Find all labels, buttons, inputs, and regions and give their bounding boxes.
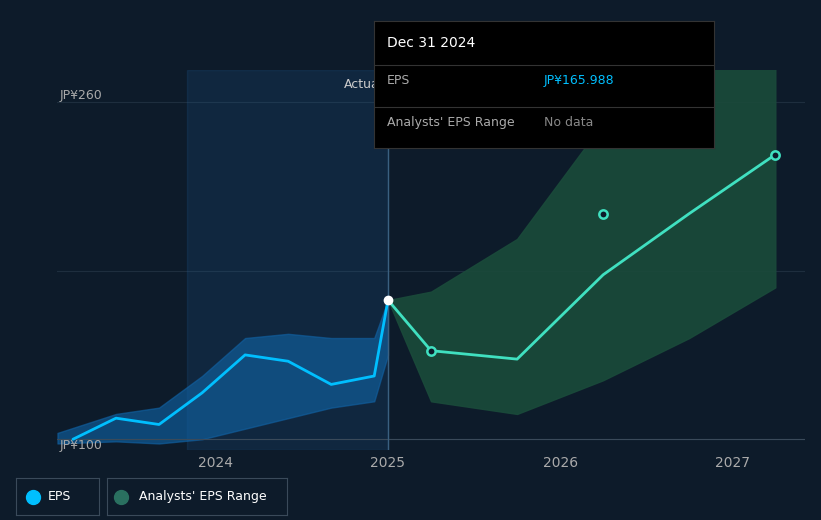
Text: Analysts' EPS Range: Analysts' EPS Range — [388, 116, 515, 129]
Text: EPS: EPS — [388, 74, 410, 87]
Text: JP¥165.988: JP¥165.988 — [544, 74, 615, 87]
Text: 2024: 2024 — [199, 456, 233, 470]
Text: No data: No data — [544, 116, 594, 129]
Text: 2025: 2025 — [370, 456, 406, 470]
Text: Actual: Actual — [343, 79, 383, 92]
Text: JP¥100: JP¥100 — [59, 439, 102, 452]
Text: EPS: EPS — [48, 490, 71, 503]
Bar — [186, 70, 388, 450]
Text: Dec 31 2024: Dec 31 2024 — [388, 36, 475, 50]
Text: 2027: 2027 — [715, 456, 750, 470]
Text: JP¥260: JP¥260 — [59, 89, 102, 102]
Text: 2026: 2026 — [543, 456, 578, 470]
Text: Analysts' EPS Range: Analysts' EPS Range — [140, 490, 267, 503]
Text: Analysts Forecasts: Analysts Forecasts — [397, 79, 513, 92]
